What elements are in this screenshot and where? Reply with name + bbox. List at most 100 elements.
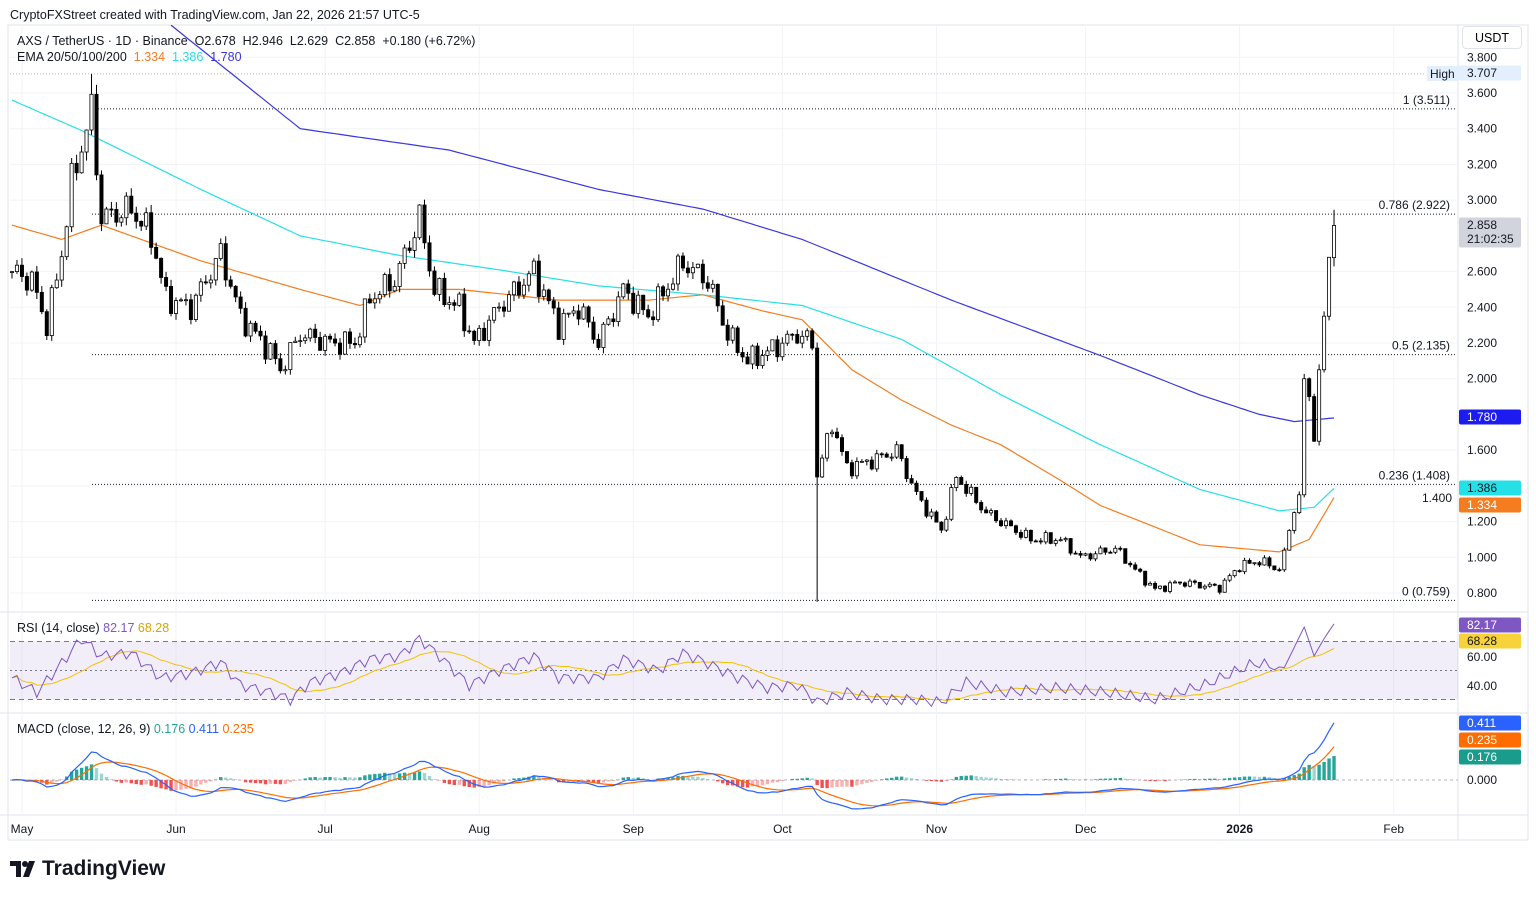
- candle-body: [879, 453, 884, 456]
- candle-body: [154, 247, 159, 259]
- candle: [720, 300, 725, 326]
- macd-histogram-bar: [706, 779, 710, 780]
- macd-histogram-bar: [174, 780, 178, 791]
- macd-histogram-bar: [477, 780, 481, 787]
- candle-body: [407, 247, 412, 251]
- macd-histogram-bar: [984, 777, 988, 780]
- candle-body: [844, 451, 849, 464]
- countdown-text: 21:02:35: [1467, 232, 1514, 246]
- candle-body: [1013, 525, 1018, 533]
- ema200-badge-bg: [1459, 409, 1521, 425]
- macd-histogram-bar: [55, 780, 59, 782]
- candle: [24, 272, 29, 296]
- candle: [1063, 536, 1068, 543]
- macd-histogram-bar: [50, 780, 54, 784]
- candle-body: [134, 212, 139, 222]
- candle: [248, 320, 253, 342]
- candle: [1247, 558, 1252, 565]
- macd-histogram-bar: [944, 780, 949, 782]
- macd-histogram-bar: [358, 777, 362, 780]
- macd-histogram-bar: [755, 780, 760, 787]
- candle: [258, 325, 263, 341]
- candle: [685, 261, 690, 278]
- macd-signal-line: [11, 746, 1335, 807]
- candle-body: [859, 460, 864, 463]
- candle: [1222, 578, 1227, 593]
- candle: [919, 491, 924, 503]
- candle: [487, 315, 492, 347]
- candle-body: [531, 260, 536, 275]
- candle-body: [323, 335, 328, 351]
- candle-body: [238, 296, 243, 309]
- macd-histogram-bar: [775, 780, 780, 783]
- candle: [1212, 583, 1217, 587]
- candle-body: [397, 262, 402, 287]
- macd-histogram-bar: [964, 775, 968, 780]
- macd-histogram-bar: [447, 780, 452, 785]
- macd-histogram-bar: [835, 780, 839, 787]
- symbol-name[interactable]: AXS / TetherUS · 1D · Binance: [17, 34, 188, 48]
- candle: [1153, 581, 1158, 591]
- candle: [14, 259, 19, 274]
- candle-body: [208, 279, 213, 284]
- candle-body: [59, 256, 64, 281]
- candle: [298, 334, 303, 347]
- candle-body: [1257, 562, 1262, 566]
- time-axis-label: 2026: [1226, 822, 1253, 836]
- macd-histogram-bar: [860, 780, 864, 785]
- candle: [770, 339, 775, 352]
- candle: [964, 480, 969, 497]
- candle-body: [293, 340, 298, 343]
- candle: [810, 328, 815, 351]
- candle: [159, 257, 164, 284]
- ohlc-open: O2.678: [194, 34, 236, 48]
- candle: [641, 294, 646, 315]
- macd-value: 0.411: [189, 722, 219, 736]
- candle: [830, 429, 835, 438]
- candle: [482, 322, 487, 342]
- candle-body: [805, 330, 810, 337]
- candle: [1302, 373, 1307, 498]
- candle: [581, 303, 586, 321]
- candle: [323, 334, 328, 356]
- macd-histogram-bar: [179, 780, 183, 790]
- candle: [452, 299, 457, 311]
- macd-histogram-bar: [1118, 777, 1123, 780]
- time-axis-label: May: [11, 822, 34, 836]
- candle: [124, 192, 129, 226]
- tradingview-logo[interactable]: TradingView: [10, 857, 165, 881]
- macd-histogram-bar: [566, 780, 571, 783]
- macd-histogram-bar: [308, 777, 312, 780]
- candle: [69, 157, 74, 233]
- candle-body: [333, 338, 338, 344]
- macd-histogram-bar: [159, 780, 163, 789]
- macd-histogram-badge: 0.176: [1459, 749, 1521, 765]
- candle: [695, 263, 700, 269]
- macd-histogram-bar: [870, 780, 874, 783]
- macd-histogram-bar: [1203, 778, 1207, 780]
- candle-body: [795, 334, 800, 344]
- macd-histogram-bar: [875, 780, 879, 781]
- candle: [1182, 581, 1187, 588]
- candle: [1322, 311, 1327, 373]
- candle-body: [14, 264, 19, 272]
- candle-body: [258, 330, 263, 337]
- candle: [959, 475, 964, 485]
- candle-body: [49, 287, 54, 337]
- candle: [342, 330, 347, 355]
- macd-histogram-bar: [288, 780, 293, 783]
- candle-body: [1187, 580, 1192, 587]
- candle-body: [387, 274, 392, 292]
- candle-body: [84, 129, 89, 153]
- ema-label[interactable]: EMA 20/50/100/200: [17, 50, 127, 64]
- candle-body: [402, 247, 407, 264]
- candle-body: [278, 358, 283, 372]
- candle-body: [1317, 369, 1322, 442]
- rsi-ma-badge-text: 68.28: [1467, 634, 1497, 648]
- candle-body: [223, 243, 228, 281]
- currency-button[interactable]: USDT: [1462, 26, 1522, 49]
- candle-body: [1227, 575, 1232, 581]
- candle: [631, 286, 636, 316]
- high-value-badge-text: 3.707: [1467, 66, 1497, 80]
